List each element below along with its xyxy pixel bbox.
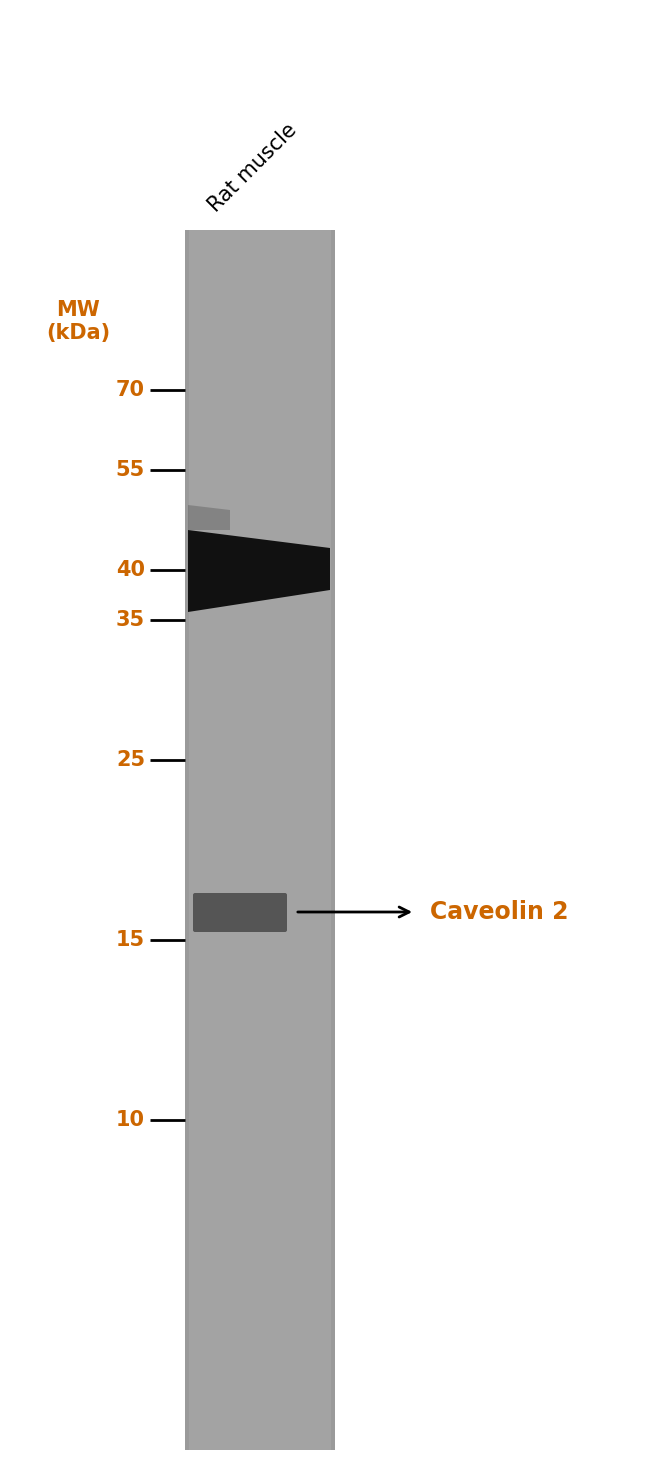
Text: MW
(kDa): MW (kDa) [46, 299, 110, 344]
Polygon shape [188, 545, 290, 600]
Text: 35: 35 [116, 611, 145, 630]
Text: 55: 55 [116, 459, 145, 480]
Polygon shape [188, 505, 230, 531]
FancyBboxPatch shape [193, 894, 287, 932]
Text: Caveolin 2: Caveolin 2 [430, 900, 569, 923]
Bar [185, 230, 335, 1449]
Text: 15: 15 [116, 931, 145, 950]
Text: Rat muscle: Rat muscle [205, 120, 301, 216]
Bar [331, 230, 335, 1449]
Text: 25: 25 [116, 750, 145, 771]
Bar [185, 230, 189, 1449]
Text: 10: 10 [116, 1110, 145, 1129]
Text: 70: 70 [116, 379, 145, 400]
Polygon shape [188, 531, 330, 612]
Text: 40: 40 [116, 560, 145, 579]
